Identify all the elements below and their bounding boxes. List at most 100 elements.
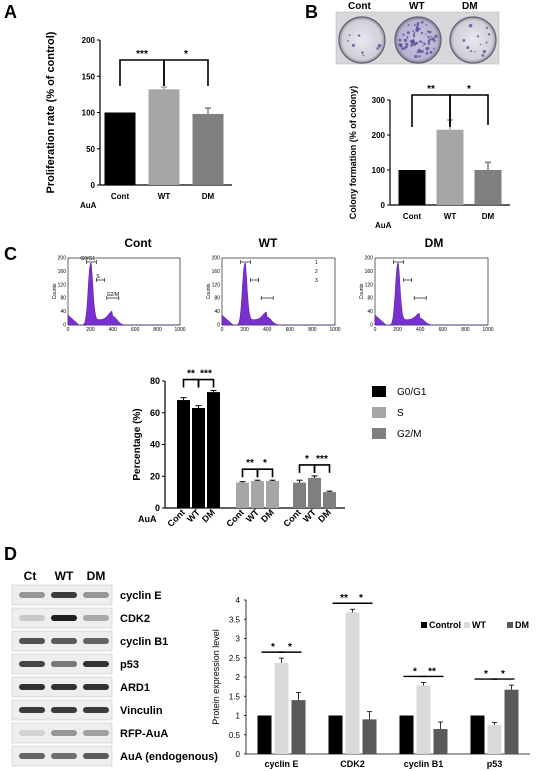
y-tick-label: 1.5 [229,692,241,701]
y-tick-label: 60 [150,408,160,418]
bar-dm-p53 [504,689,519,754]
band-label: RFP-AuA [120,728,168,740]
colony-dot [476,35,480,38]
chart-a-proliferation: 0 50 100 150 200 Proliferation rate (% of con… [45,31,232,210]
band [83,661,109,667]
flow-gate-label: S [96,274,100,280]
flow-panel-cont: Cont 0 40 80 120 160 200 0 200 400 600 800 1000 Count… [52,236,186,333]
significance-3-label: * [359,593,363,604]
colony-dot [427,47,430,50]
colony-dot [425,33,427,35]
bar-dm-cdk2 [362,719,377,754]
colony-dot [377,43,382,48]
flow-x-tick: 800 [308,327,317,333]
legend-label-1: S [397,408,404,419]
blot-cdk2: CDK2 [11,607,150,629]
flow-y-tick: 200 [365,256,374,262]
legend-label-2: DM [515,620,529,630]
band [51,707,77,713]
lane-label-wt: WT [55,569,74,583]
y-tick-label: 1 [236,712,241,721]
flow-y-tick: 200 [212,256,221,262]
chart-b-colony: 0 100 200 300 Colony formation (% of colony)… [348,84,510,230]
legend-label-0: G0/G1 [397,387,427,398]
x-tick-label: Cont [403,212,422,221]
band [19,592,45,598]
colony-dot [399,44,403,48]
colony-dot [485,26,489,30]
bar-control-p53 [470,715,485,754]
colony-dot [430,35,432,38]
treatment-label: AuA [80,201,97,210]
x-tick-label: DM [200,507,217,524]
bar-wt-cyclin-e [274,662,289,754]
flow-title: WT [259,236,278,250]
band [83,707,109,713]
bar-control-cyclin-b1 [399,715,414,754]
colony-dot [481,53,485,57]
colony-dot [422,45,424,47]
y-axis-label: Colony formation (% of colony) [348,86,358,220]
band [19,661,45,667]
colony-dot [406,31,410,35]
legend-swatch-1 [464,622,470,628]
flow-x-tick: 200 [393,327,402,333]
flow-title: Cont [124,236,151,250]
flow-panel-dm: DM 0 40 80 120 160 200 0 200 400 600 800 1000 Counts [359,236,494,333]
flow-x-tick: 800 [461,327,470,333]
treatment-label: AuA [138,514,157,524]
y-axis-label: Proliferation rate (% of control) [45,31,57,193]
band-label: p53 [120,659,139,671]
bar-wt [148,89,180,185]
colony-dot [470,50,473,53]
bar-s-cont [236,482,249,508]
y-tick-label: 0 [381,201,386,210]
colony-dot [361,51,364,54]
band-label: AuA (endogenous) [120,751,218,763]
colony-dot [423,42,426,46]
x-tick-label: Cont [224,507,246,529]
colony-dot [416,21,420,25]
flow-frame [67,257,181,326]
colony-dot [429,37,432,40]
significance-3-label: * [263,458,267,469]
flow-x-tick: 0 [67,327,70,333]
y-tick-label: 50 [86,145,95,154]
bar-dm-cyclin-e [291,700,306,754]
flow-y-tick: 160 [58,269,67,275]
band [19,753,45,759]
colony-dot [403,38,408,42]
significance-0-label: * [271,642,275,653]
chart-d-protein: 0 0.5 1 1.5 2 2.5 3 3.5 4 Protein expression leve… [211,593,530,769]
x-tick-label: WT [244,507,261,524]
band [51,730,77,736]
flow-frame [374,257,489,326]
bar-control-cdk2 [328,715,343,754]
band [83,592,109,598]
band [51,753,77,759]
significance-0-line [182,378,200,388]
x-tick-label: DM [482,212,495,221]
flow-x-tick: 800 [153,327,162,333]
y-tick-label: 80 [150,376,160,386]
flow-gate-number: 1 [315,260,318,266]
colony-dot [404,45,408,49]
bar-wt [436,129,464,205]
flow-gate [403,278,412,282]
significance-1-label: * [288,642,292,653]
band [19,615,45,621]
significance-6-label: * [484,669,488,680]
bar-g2m-dm [323,492,336,508]
dish-cont [338,16,386,64]
colony-dot [376,47,380,50]
band [19,730,45,736]
x-tick-label: p53 [487,759,503,769]
colony-dot [406,37,409,39]
band [83,638,109,644]
flow-y-label: Counts [206,283,212,299]
colony-dot [479,43,482,46]
band [83,730,109,736]
blot-cyclin-b1: cyclin B1 [11,630,168,652]
bar-s-dm [266,481,279,508]
